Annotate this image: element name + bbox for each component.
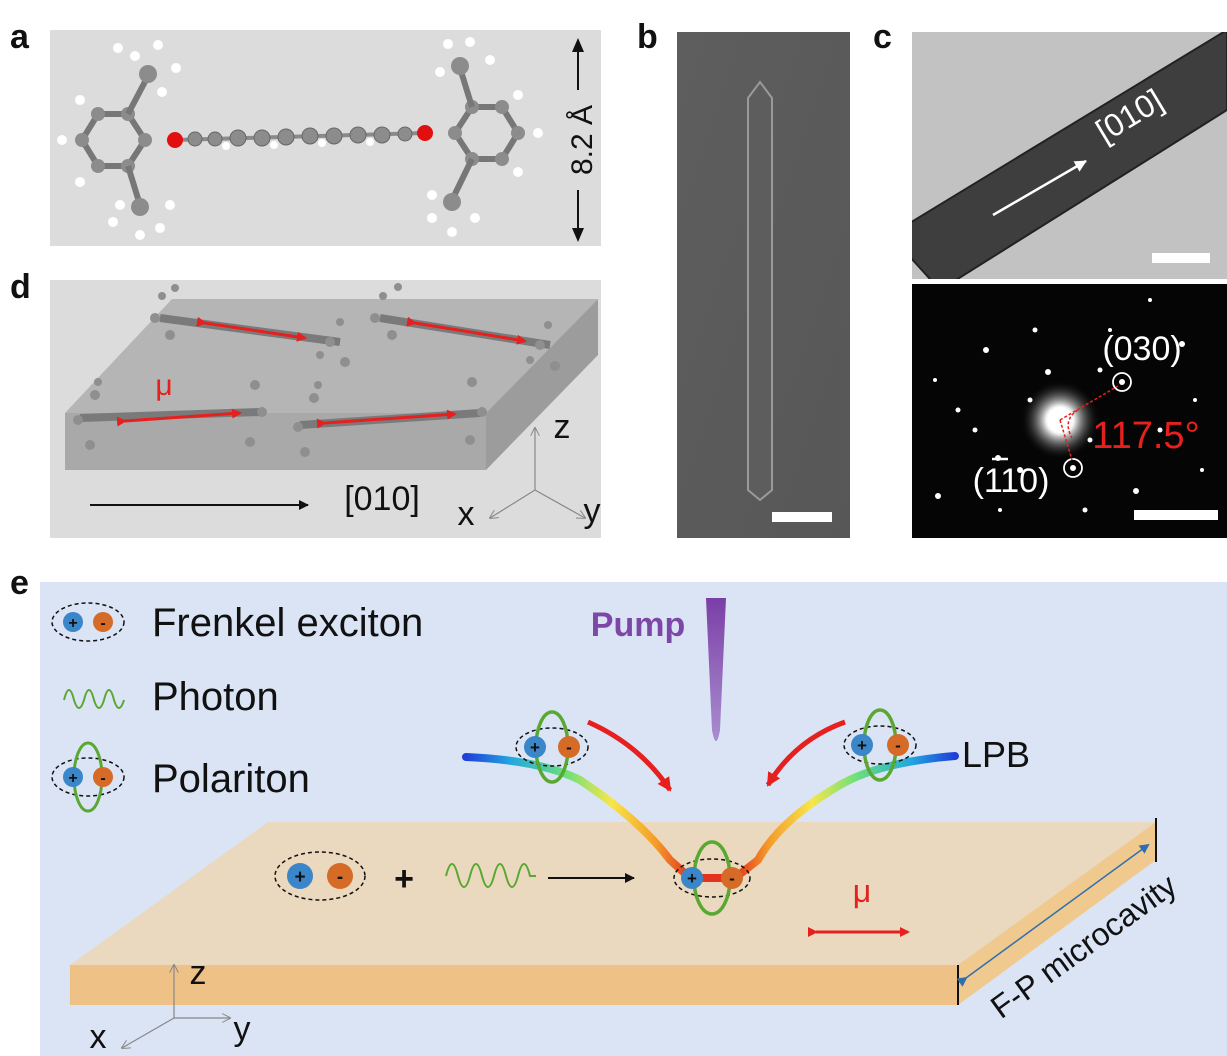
molecule-4 <box>293 377 487 457</box>
microcavity-front <box>70 965 958 1005</box>
svg-text:-: - <box>337 867 343 888</box>
oxygen-atom-left <box>167 132 183 148</box>
direction-arrow-c <box>992 159 1087 217</box>
panel-label-c: c <box>873 18 892 56</box>
panel-label-d: d <box>10 268 31 306</box>
pump-label: Pump <box>591 606 685 644</box>
svg-text:+: + <box>530 738 540 757</box>
spot-030-marker <box>1112 372 1132 392</box>
svg-text:+: + <box>68 615 77 632</box>
backbone-hydrogens <box>222 138 374 150</box>
svg-text:-: - <box>100 615 105 632</box>
svg-text:-: - <box>895 736 901 755</box>
oxygen-atom-right <box>417 125 433 141</box>
spot-030-label: (030) <box>1102 330 1181 368</box>
legend-plus-charge-icon <box>63 612 83 632</box>
backbone-atoms <box>187 126 413 147</box>
lpb-curve-left <box>462 753 694 882</box>
direction-label-d: [010] <box>344 480 420 518</box>
diffraction-spots <box>933 298 1204 513</box>
crystal-slab-side <box>486 299 598 470</box>
panel-b-sem-image <box>677 32 850 538</box>
angle-label: 117.5° <box>1092 415 1199 457</box>
crystal-wire <box>912 32 1227 279</box>
scale-bar-b <box>772 512 832 522</box>
legend: + - Frenkel exciton Photon + - Polariton <box>51 601 423 813</box>
panel-c-tem-image: [010] <box>912 32 1227 279</box>
molecule-2 <box>370 283 560 371</box>
left-ring <box>57 40 181 240</box>
molecule-1 <box>150 284 350 367</box>
axis-x-d: x <box>458 495 475 533</box>
panel-label-b: b <box>637 18 658 56</box>
dipole-label-e: μ <box>853 873 871 909</box>
legend-minus-charge-icon <box>93 612 113 632</box>
svg-text:-: - <box>100 770 105 787</box>
axis-y-d: y <box>584 492 601 530</box>
legend-photon-icon <box>63 689 125 709</box>
svg-text:-: - <box>566 738 572 757</box>
svg-text:+: + <box>294 867 305 888</box>
panel-d-packing: μ [010] z x y <box>50 280 601 538</box>
spot-1-10-label: (110) <box>973 462 1050 500</box>
lpb-curve-right <box>731 752 959 882</box>
nanowire <box>747 80 773 502</box>
panel-label-e: e <box>10 564 29 602</box>
axis-x-e: x <box>90 1018 107 1056</box>
spot-1-10-marker <box>1063 458 1083 478</box>
dimension-label: 8.2 Å <box>566 105 599 175</box>
axis-z-e: z <box>190 954 207 992</box>
panel-label-a: a <box>10 18 29 56</box>
panel-e-schematic: F-P microcavity + - Frenkel exciton Phot… <box>40 582 1227 1056</box>
legend-photon-label: Photon <box>152 675 279 719</box>
right-ring <box>427 37 543 237</box>
scale-bar-c2 <box>1134 510 1218 520</box>
svg-text:+: + <box>687 869 697 888</box>
panel-c-diffraction: (030) (110) 117.5° <box>912 284 1227 538</box>
relax-arrow-right <box>765 719 846 787</box>
svg-text:+: + <box>857 736 867 755</box>
plus-sign: + <box>394 860 414 898</box>
dipole-label-d: μ <box>155 369 172 402</box>
photon-wave <box>445 863 536 888</box>
lpb-label: LPB <box>962 734 1030 775</box>
polariton-left: + - <box>515 710 589 784</box>
axis-z-d: z <box>554 408 571 446</box>
pump-beam <box>706 598 726 741</box>
axis-y-e: y <box>234 1010 251 1048</box>
polariton-bottom: + - <box>673 840 751 916</box>
svg-text:+: + <box>68 770 77 787</box>
molecule-3 <box>73 378 267 450</box>
legend-polariton-label: Polariton <box>152 757 310 801</box>
exciton-photon-equation: + - + <box>274 851 635 901</box>
svg-text:-: - <box>729 869 735 888</box>
scale-bar-c1 <box>1152 253 1210 263</box>
panel-a-molecule: 8.2 Å <box>50 30 601 246</box>
cavity-length-arrow <box>956 843 1150 987</box>
relax-arrow-left <box>586 719 673 792</box>
legend-exciton-label: Frenkel exciton <box>152 601 423 645</box>
polariton-right: + - <box>843 708 917 782</box>
